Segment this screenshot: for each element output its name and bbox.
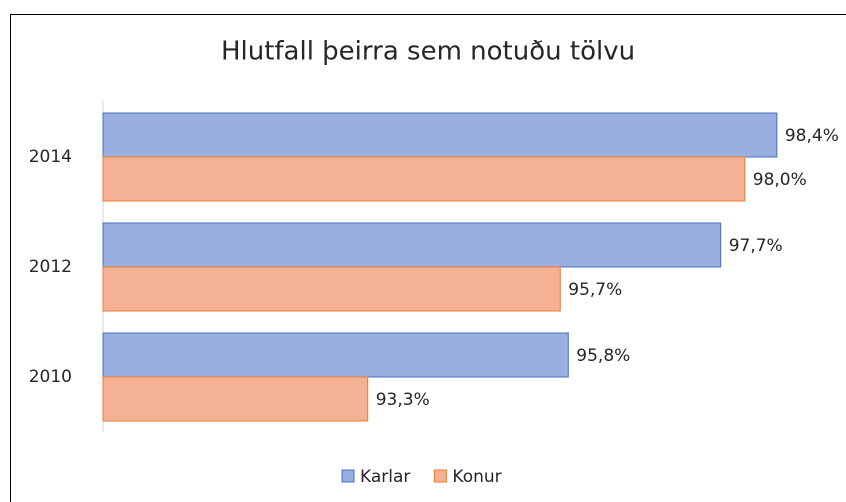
chart-title: Hlutfall þeirra sem notuðu tölvu — [221, 37, 635, 67]
bar — [102, 266, 561, 312]
y-tick-label: 2014 — [29, 147, 72, 167]
legend-label: Konur — [452, 467, 501, 487]
data-label: 93,3% — [376, 390, 430, 410]
bar — [102, 332, 569, 378]
y-tick-label: 2010 — [29, 367, 72, 387]
bar — [102, 376, 369, 422]
data-label: 97,7% — [729, 236, 783, 256]
bar — [102, 112, 778, 158]
data-label: 95,7% — [568, 280, 622, 300]
data-label: 95,8% — [576, 346, 630, 366]
data-label: 98,4% — [785, 126, 839, 146]
bar — [102, 156, 746, 202]
y-tick-label: 2012 — [29, 257, 72, 277]
legend-label: Karlar — [360, 467, 410, 487]
legend-swatch — [433, 469, 447, 483]
data-label: 98,0% — [753, 170, 807, 190]
bar — [102, 222, 722, 268]
legend-swatch — [341, 469, 355, 483]
